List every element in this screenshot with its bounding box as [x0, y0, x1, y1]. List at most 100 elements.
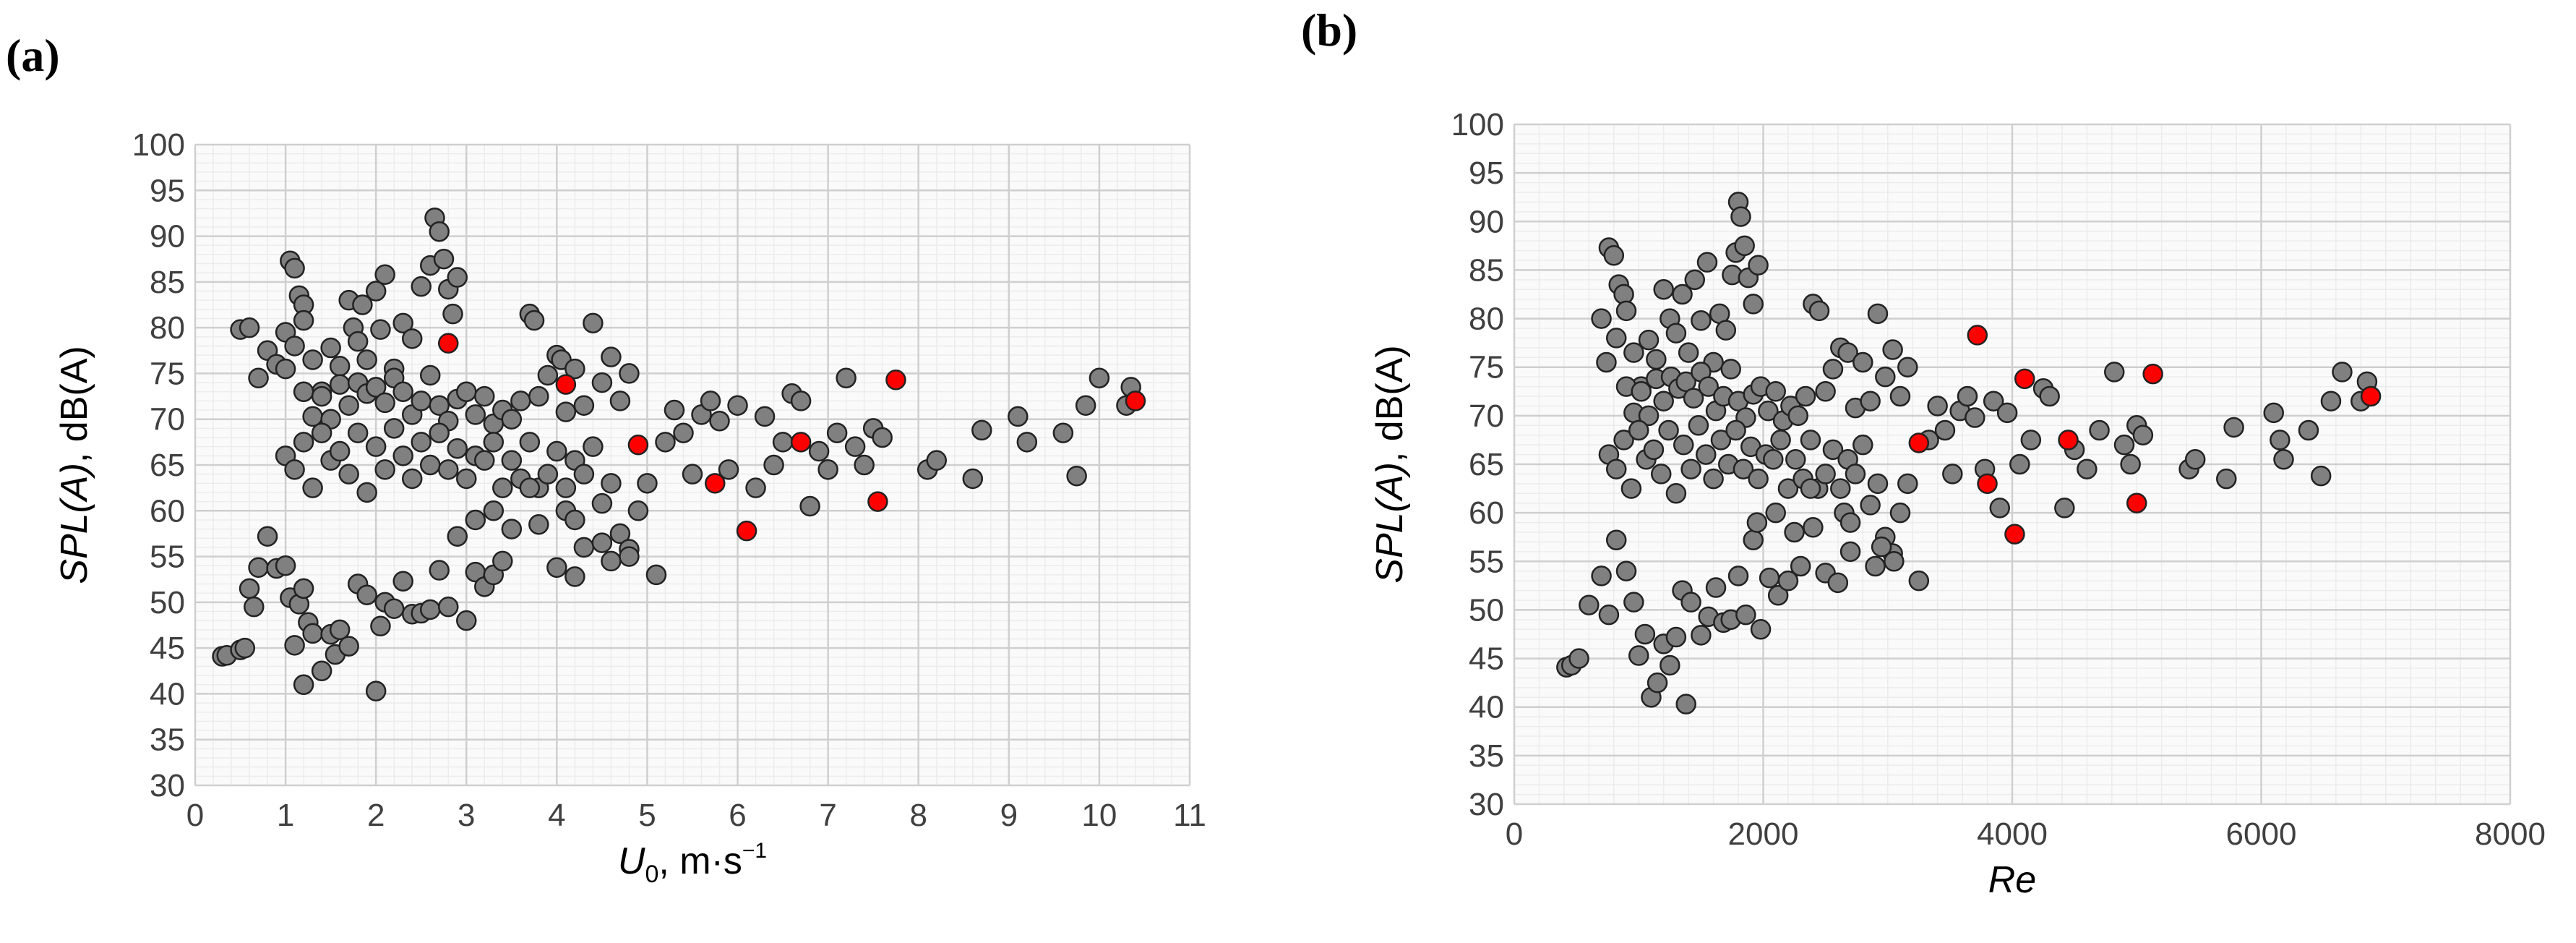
chart-b-grey-point — [1735, 604, 1756, 626]
chart-a-grey-point — [284, 459, 305, 480]
chart-b-grey-point — [2020, 430, 2042, 451]
chart-b-grey-point — [1628, 419, 1649, 441]
chart-b-grey-point — [1665, 483, 1687, 504]
chart-b-grey-point — [1765, 381, 1786, 402]
chart-b-grey-point — [1658, 419, 1679, 441]
chart-b-grey-point — [1623, 342, 1644, 363]
chart-a-grey-point — [609, 391, 631, 411]
chart-b-grey-point — [2298, 419, 2319, 441]
chart-b-grey-point — [1897, 473, 1918, 495]
chart-b-grey-point — [1634, 623, 1656, 645]
chart-a-grey-point — [302, 349, 323, 370]
chart-b-grey-point — [2103, 362, 2125, 383]
chart-a-grey-point — [284, 257, 305, 279]
chart-b-grey-point — [1691, 625, 1712, 646]
chart-a-grey-point — [284, 635, 305, 656]
chart-b-grey-point — [1638, 405, 1660, 427]
chart-a-grey-point — [1008, 406, 1029, 427]
chart-b-grey-point — [1696, 444, 1717, 465]
chart-a-grey-point — [483, 500, 505, 521]
chart-b-grey-point — [2216, 468, 2237, 490]
chart-b-grey-point — [1643, 439, 1665, 461]
chart-a-grey-point — [365, 281, 387, 302]
chart-b-grey-point — [1579, 594, 1600, 615]
chart-a-grey-point — [311, 422, 332, 443]
chart-a-y-tick-label: 65 — [150, 448, 185, 483]
chart-b-grey-point — [1638, 329, 1660, 351]
chart-a-grey-point — [519, 432, 541, 453]
panel-a-label: (a) — [6, 30, 60, 81]
chart-a-grey-point — [601, 473, 622, 494]
chart-a-x-tick-label: 5 — [638, 798, 656, 833]
chart-b-grey-point — [2270, 430, 2291, 451]
chart-a-grey-point — [528, 385, 549, 407]
chart-a-red-point — [627, 434, 649, 456]
chart-b-grey-point — [1615, 300, 1637, 322]
chart-a-grey-point — [383, 418, 405, 439]
chart-b-grey-point — [1596, 351, 1617, 373]
chart-b-grey-point — [1865, 555, 1886, 577]
chart-a-grey-point — [365, 680, 387, 701]
chart-a-grey-point — [447, 267, 468, 288]
chart-b-grey-point — [1822, 359, 1844, 380]
chart-a-x-tick-label: 10 — [1081, 798, 1117, 833]
chart-a-x-tick-label: 3 — [458, 798, 475, 833]
chart-a-grey-point — [275, 555, 296, 576]
chart-b-grey-point — [1889, 385, 1911, 407]
chart-b-grey-point — [2273, 449, 2294, 470]
chart-b-grey-point — [1705, 577, 1727, 598]
chart-a-grey-point — [583, 436, 604, 457]
chart-a-grey-point — [352, 294, 373, 315]
chart-b-red-point — [1967, 325, 1988, 346]
chart-b-x-tick-label: 0 — [1506, 816, 1523, 852]
chart-b-x-axis-label-symbol: Re — [1988, 859, 2036, 901]
chart-b-y-tick-label: 35 — [1469, 738, 1504, 774]
chart-a-grey-point — [854, 454, 875, 476]
chart-b-grey-point — [1620, 478, 1642, 499]
chart-b-grey-point — [1680, 592, 1701, 613]
chart-b-grey-point — [1613, 430, 1634, 451]
chart-b-y-tick-label: 30 — [1469, 787, 1504, 822]
chart-b-grey-point — [1603, 245, 1625, 266]
chart-a-grey-point — [239, 317, 260, 338]
chart-a-red-point — [705, 473, 726, 494]
panel-b-label: (b) — [1301, 4, 1358, 56]
chart-b-grey-point — [1605, 529, 1627, 550]
chart-b-y-tick-label: 70 — [1469, 398, 1504, 434]
chart-a-grey-point — [537, 364, 559, 386]
chart-a-grey-point — [234, 637, 256, 659]
chart-b-grey-point — [1698, 376, 1719, 397]
chart-b-grey-point — [1800, 478, 1821, 499]
chart-b-grey-point — [1927, 396, 1948, 417]
chart-b-grey-point — [1839, 541, 1861, 563]
chart-a-x-tick-label: 1 — [277, 798, 294, 833]
chart-a-grey-point — [392, 445, 413, 466]
chart-a-grey-point — [257, 526, 278, 547]
chart-b-grey-point — [2089, 419, 2110, 441]
chart-b-grey-point — [1703, 468, 1724, 490]
chart-b-grey-point — [1725, 419, 1746, 441]
chart-a-red-point — [1125, 391, 1146, 411]
chart-b-grey-point — [1839, 512, 1861, 533]
chart-a-grey-point — [311, 660, 332, 682]
chart-a-x-tick-label: 9 — [1000, 798, 1018, 833]
chart-b-y-tick-label: 75 — [1469, 350, 1504, 385]
chart-b-y-axis-label-unit: , dB(A) — [1369, 345, 1411, 462]
chart-b-grey-point — [1867, 473, 1889, 495]
chart-a-x-tick-label: 0 — [186, 798, 204, 833]
chart-a-y-tick-label: 80 — [150, 310, 185, 346]
chart-b-grey-point — [1965, 407, 1985, 428]
chart-a-grey-point — [293, 432, 314, 453]
chart-a-grey-point — [293, 310, 314, 331]
chart-b-grey-point — [1897, 357, 1918, 377]
chart-a-grey-point — [347, 422, 369, 443]
chart-b-grey-point — [1591, 308, 1612, 329]
chart-a-grey-point — [392, 381, 413, 402]
chart-a-grey-point — [745, 477, 766, 498]
chart-b-red-point — [2360, 385, 2382, 407]
chart-b-grey-point — [1628, 645, 1649, 666]
chart-a-grey-point — [926, 450, 947, 471]
chart-a-grey-point — [356, 482, 377, 503]
chart-a-grey-point — [374, 459, 395, 480]
chart-a-grey-point — [365, 377, 387, 398]
